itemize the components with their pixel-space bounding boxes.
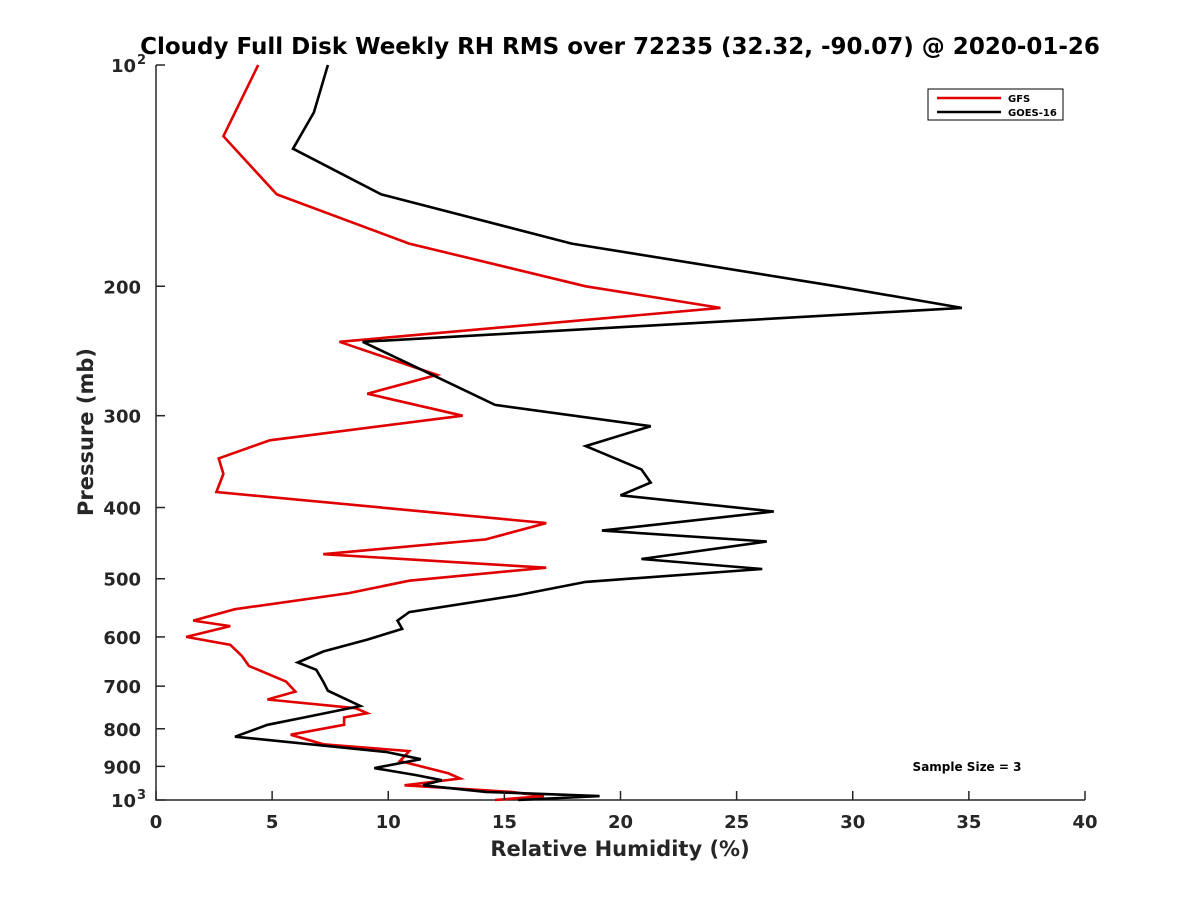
y-tick-label: 700 xyxy=(103,677,141,698)
legend: GFS GOES-16 xyxy=(927,88,1064,121)
series-line-goes-16 xyxy=(234,64,963,802)
y-tick-label: 300 xyxy=(103,407,141,428)
y-tick-exponent: 2 xyxy=(137,53,146,68)
y-tick-label: 800 xyxy=(103,720,141,741)
y-axis-label: Pressure (mb) xyxy=(74,348,98,516)
x-tick-label: 25 xyxy=(724,812,749,833)
series-line-gfs xyxy=(185,64,721,802)
x-tick-label: 30 xyxy=(840,812,865,833)
legend-label-gfs: GFS xyxy=(1008,94,1030,105)
y-tick-label: 400 xyxy=(103,499,141,520)
y-tick-exponent: 3 xyxy=(137,788,146,803)
x-tick-label: 10 xyxy=(376,812,401,833)
chart-title: Cloudy Full Disk Weekly RH RMS over 7223… xyxy=(140,34,1100,60)
y-tick-label: 900 xyxy=(103,757,141,778)
x-tick-label: 20 xyxy=(608,812,633,833)
legend-box xyxy=(927,88,1064,121)
x-tick-label: 35 xyxy=(956,812,981,833)
sample-size-annotation: Sample Size = 3 xyxy=(913,760,1022,774)
y-tick-label: 500 xyxy=(103,570,141,591)
x-tick-label: 0 xyxy=(150,812,163,833)
x-ticks: 0 5 10 15 20 25 30 35 40 xyxy=(150,791,1098,833)
x-tick-label: 40 xyxy=(1072,812,1097,833)
y-tick-label: 10 xyxy=(111,56,136,77)
x-tick-label: 15 xyxy=(492,812,517,833)
series-layer xyxy=(185,64,963,802)
legend-label-goes-16: GOES-16 xyxy=(1008,108,1057,119)
x-tick-label: 5 xyxy=(266,812,279,833)
y-tick-label: 200 xyxy=(103,277,141,298)
x-axis-label: Relative Humidity (%) xyxy=(490,837,749,861)
y-tick-label: 10 xyxy=(111,791,136,812)
y-tick-label: 600 xyxy=(103,628,141,649)
